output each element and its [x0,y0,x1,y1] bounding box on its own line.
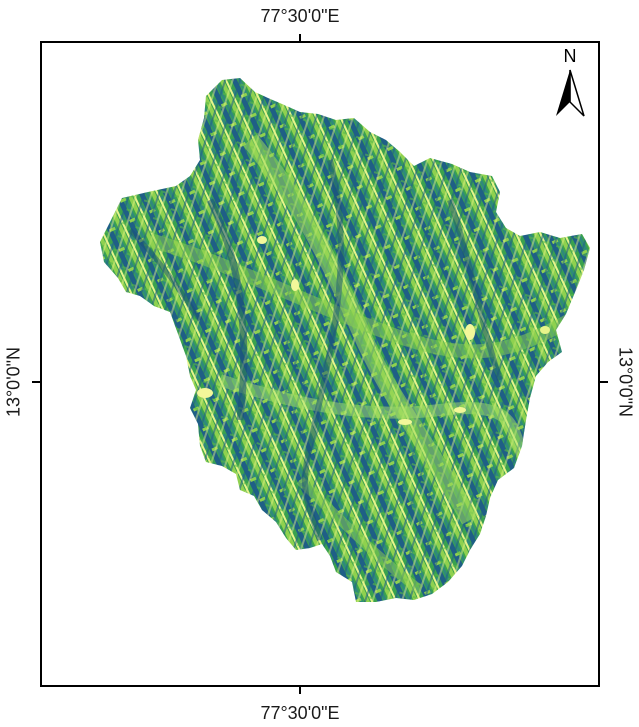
top-tick [299,34,301,42]
bright-patch [398,419,412,425]
bottom-tick [299,686,301,694]
left-tick [32,381,41,383]
bright-patch [197,388,213,398]
bright-patch [257,236,267,244]
bright-patch [291,279,299,291]
bright-patch [540,326,550,334]
north-arrow-icon: N [556,46,585,117]
raster-region [100,78,590,602]
north-letter: N [564,46,577,66]
longitude-label-top: 77°30'0"E [260,6,340,26]
right-tick [599,381,608,383]
bright-patch [465,324,475,340]
bright-patch [454,407,466,413]
longitude-label-bottom: 77°30'0"E [260,703,340,723]
